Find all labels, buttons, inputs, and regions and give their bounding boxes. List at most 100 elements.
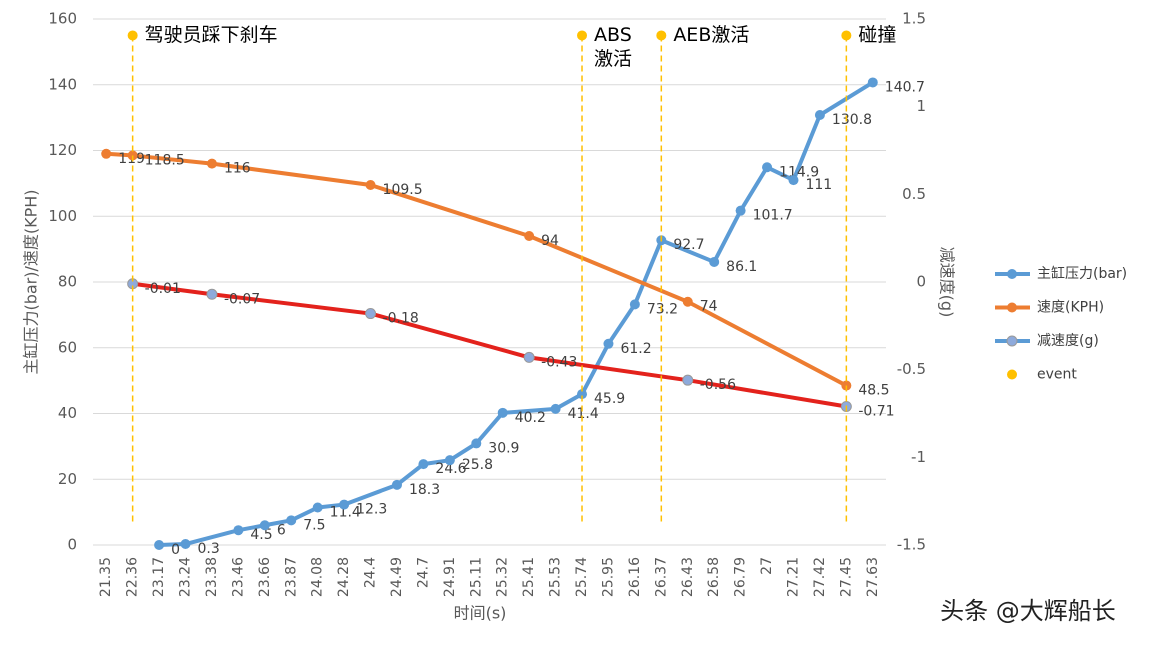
marker (682, 374, 694, 386)
data-label: -0.18 (383, 311, 419, 327)
x-tick-label: 24.08 (310, 557, 326, 597)
x-tick-label: 26.58 (706, 557, 722, 597)
marker (339, 499, 350, 510)
x-tick-label: 22.36 (125, 557, 141, 597)
marker (259, 520, 270, 531)
watermark: 头条 @大辉船长 (940, 597, 1116, 625)
x-tick-label: 23.17 (151, 557, 167, 597)
y-tick-label: 40 (58, 404, 77, 422)
data-label: 101.7 (753, 208, 793, 224)
data-label: 40.2 (515, 410, 546, 426)
legend-label: 主缸压力(bar) (1037, 265, 1127, 282)
x-tick-label: 27.42 (812, 557, 828, 597)
y-tick-label: 80 (58, 273, 77, 291)
data-label: 73.2 (647, 301, 678, 317)
x-tick-label: 23.66 (257, 557, 273, 597)
y-axis-title: 主缸压力(bar)/速度(KPH) (22, 189, 41, 374)
data-label: 116 (224, 161, 251, 177)
legend-marker (1007, 302, 1017, 313)
data-label: 4.5 (250, 527, 272, 543)
data-label: 30.9 (488, 440, 519, 456)
x-tick-label: 26.43 (680, 557, 696, 597)
x-tick-label: 23.38 (204, 557, 220, 597)
y2-tick-label: -1 (911, 448, 926, 466)
data-label: -0.43 (541, 354, 577, 370)
marker (206, 158, 217, 169)
data-label: 140.7 (885, 79, 925, 95)
x-tick-label: 27.63 (865, 557, 881, 597)
marker (127, 30, 138, 41)
marker (656, 30, 667, 41)
y-tick-label: 100 (48, 207, 77, 225)
legend-label: 减速度(g) (1037, 333, 1099, 349)
legend-marker (1006, 335, 1018, 347)
event-annotation: AEB激活 (673, 24, 750, 47)
marker (497, 407, 508, 418)
legend-label: event (1037, 367, 1077, 383)
x-tick-label: 24.7 (415, 557, 431, 588)
legend-label: 速度(KPH) (1037, 300, 1104, 316)
marker (629, 299, 640, 310)
x-tick-label: 27 (759, 557, 775, 575)
marker (550, 403, 561, 414)
marker (127, 150, 138, 161)
marker (180, 539, 191, 550)
data-label: 18.3 (409, 482, 440, 498)
y2-tick-label: 0 (916, 273, 926, 291)
x-tick-label: 27.21 (785, 557, 801, 597)
data-label: 118.5 (145, 152, 185, 168)
x-tick-label: 24.4 (363, 557, 379, 588)
marker (365, 180, 376, 191)
x-tick-label: 26.79 (733, 557, 749, 597)
marker (233, 525, 244, 536)
x-tick-label: 24.91 (442, 557, 458, 597)
marker (682, 296, 693, 307)
data-label: 48.5 (858, 383, 889, 399)
event-annotation: 碰撞 (858, 24, 897, 47)
x-tick-label: 25.41 (521, 557, 537, 597)
x-tick-label: 27.45 (838, 557, 854, 597)
event-annotation: 驾驶员踩下刹车 (144, 24, 278, 47)
marker (577, 30, 588, 41)
data-label: 12.3 (356, 502, 387, 518)
x-tick-label: 23.87 (283, 557, 299, 597)
data-label: 109.5 (383, 182, 423, 198)
x-tick-label: 25.74 (574, 557, 590, 597)
data-label: 41.4 (568, 406, 599, 422)
data-label: 11.4 (330, 505, 361, 521)
x-tick-label: 25.11 (468, 557, 484, 597)
data-label: 111 (805, 177, 832, 193)
marker (312, 502, 323, 513)
y2-tick-label: 0.5 (902, 185, 926, 203)
marker (762, 162, 773, 173)
data-label: -0.01 (145, 281, 181, 297)
marker (444, 455, 455, 466)
y2-tick-label: 1 (916, 97, 926, 115)
series-line (159, 80, 874, 547)
data-label: 130.8 (832, 112, 872, 128)
data-label: 114.9 (779, 164, 819, 180)
y2-axis-title: 减速度(g) (938, 247, 957, 318)
legend-marker (1007, 269, 1017, 279)
data-label: 0.3 (198, 541, 220, 557)
data-label: 6 (277, 522, 286, 538)
marker (788, 175, 799, 186)
data-label: 0 (171, 542, 180, 558)
data-label: -0.56 (700, 377, 736, 393)
event-annotation: ABS 激活 (594, 24, 633, 71)
y-tick-label: 0 (67, 536, 77, 554)
y-tick-label: 120 (48, 141, 77, 159)
data-label: 94 (541, 233, 559, 249)
marker (814, 109, 825, 120)
y2-tick-label: -0.5 (897, 360, 926, 378)
marker (365, 308, 377, 320)
data-label: 45.9 (594, 391, 625, 407)
data-label: 61.2 (620, 341, 651, 357)
marker (286, 515, 297, 526)
marker (577, 389, 588, 400)
data-label: -0.71 (858, 403, 894, 419)
marker (523, 351, 535, 363)
x-axis-title: 时间(s) (454, 604, 507, 623)
